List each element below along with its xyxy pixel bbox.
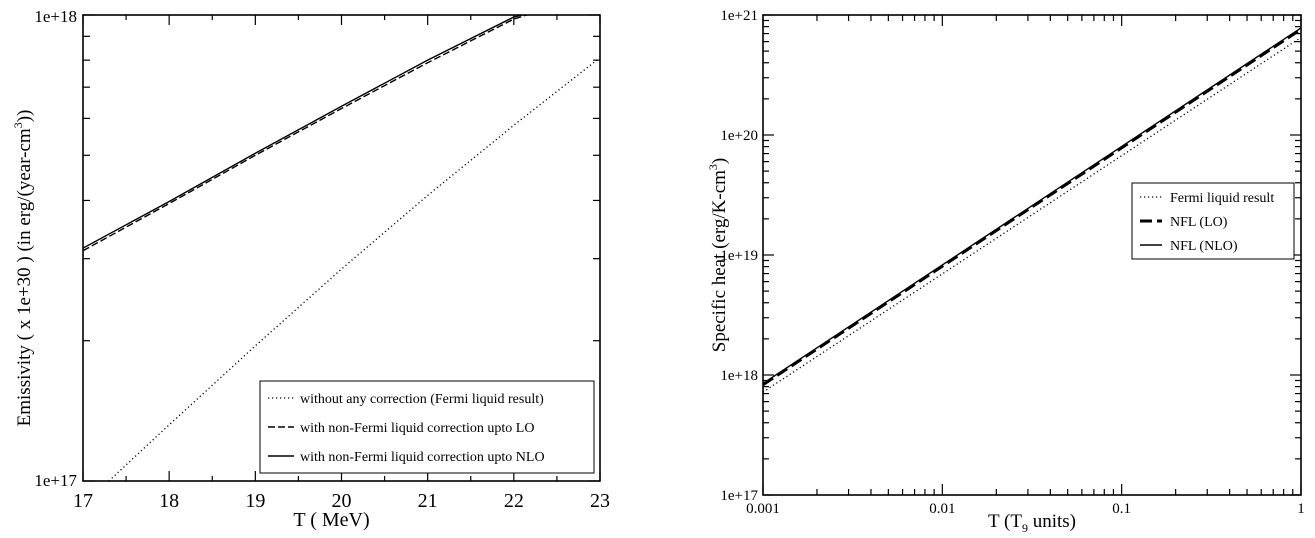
x-axis-title: T (T9 units) [988,511,1076,535]
x-tick-label: 21 [418,490,438,512]
legend-label: Fermi liquid result [1170,191,1274,206]
x-tick-label: 0.01 [929,501,955,517]
right-chart: 0.001 0.01 0.1 1 1e+17 1e+18 1e+19 1e+20 1e+21 Fe… [706,8,1305,535]
y-axis-title-sup: 3 [706,164,720,170]
x-axis-title-tail: units) [1028,511,1076,532]
legend-label: NFL (NLO) [1170,239,1238,254]
y-axis-title: Specific heat (erg/K-cm3) [706,158,730,353]
x-axis-title: T ( MeV) [293,509,369,531]
y-tick-label: 1e+19 [720,248,758,264]
y-tick-label: 1e+21 [720,8,758,24]
legend-box [259,380,595,474]
y-axis-title-tail: ) [709,158,730,164]
x-tick-label: 20 [332,490,352,512]
x-tick-label: 18 [159,490,179,512]
y-tick-label: 1e+17 [720,488,758,504]
x-tick-label: 0.001 [746,501,780,517]
x-tick-label: 17 [73,490,93,512]
left-axes-frame [82,14,601,482]
legend-label: without any correction (Fermi liquid res… [300,392,544,407]
x-tick-label: 19 [245,490,265,512]
x-axis-title-main: T (T [988,511,1022,532]
y-axis-title-main: Emissivity ( x 1e+30 ) (in erg/(year-cm [14,128,35,426]
y-tick-label: 1e+18 [34,7,77,26]
y-axis-title-main: Specific heat (erg/K-cm [709,170,730,352]
series-line [83,15,527,252]
series-line [763,28,1301,386]
y-axis-title-tail: )) [14,110,35,123]
right-axes-frame [762,14,1302,496]
y-tick-label: 1e+18 [720,368,758,384]
y-tick-label: 1e+20 [720,128,758,144]
legend-label: with non-Fermi liquid correction upto LO [300,421,534,436]
y-axis-title: Emissivity ( x 1e+30 ) (in erg/(year-cm3… [11,110,35,427]
y-tick-label: 1e+17 [34,471,77,490]
series-line [763,36,1301,393]
x-tick-label: 23 [590,490,610,512]
series-line [83,15,523,249]
left-chart: 17 18 19 20 21 22 23 1e+17 1e+18 without any corr… [11,7,610,531]
x-tick-label: 22 [504,490,524,512]
series-line [763,27,1301,385]
y-axis-title-sup: 3 [11,122,25,128]
legend-label: with non-Fermi liquid correction upto NL… [300,450,545,465]
legend-label: NFL (LO) [1170,215,1228,230]
x-axis-title-sub: 9 [1022,521,1028,535]
x-tick-label: 0.1 [1112,501,1131,517]
x-tick-label: 1 [1297,501,1305,517]
